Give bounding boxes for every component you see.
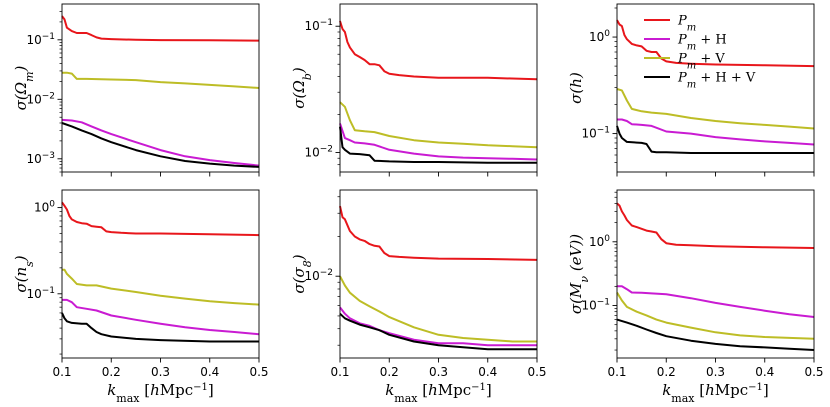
series-line-p-m-h — [62, 298, 260, 336]
y-axis-label: σ(ns) — [12, 255, 36, 292]
x-tick-label: 0.2 — [380, 365, 399, 379]
legend-label: Pm + H — [677, 33, 727, 53]
y-axis-label: σ(σ8) — [290, 254, 314, 293]
panel-6: 100 10−1 0.1 0.2 0.3 0.4 0.5 σ(Mν (eV)) kmax [hM… — [567, 189, 824, 405]
axes-frame — [339, 189, 538, 359]
y-tick-label: 10−1 — [581, 298, 610, 313]
series-line-p-m-h-v — [61, 312, 259, 343]
x-tick-label: 0.3 — [706, 365, 725, 379]
series-line-p-m-h-v — [616, 318, 815, 351]
panel-3: 100 10−1 σ(h) — [567, 3, 815, 177]
series-line-p-m-v — [62, 71, 260, 89]
y-tick-label: 10−3 — [26, 151, 55, 166]
y-tick-label: 10−2 — [26, 91, 55, 106]
legend-label: Pm + V — [677, 52, 725, 72]
panel-5: 10−2 0.1 0.2 0.3 0.4 0.5 σ(σ8) kmax [hMpc−1] — [290, 189, 547, 405]
y-tick-label: 100 — [589, 29, 610, 44]
series-line-p-m-v — [616, 291, 815, 340]
legend-label: Pm — [677, 14, 696, 34]
legend-label: Pm + H + V — [677, 71, 756, 91]
series-line-p-m — [616, 202, 815, 249]
x-axis-label: kmax [hMpc−1] — [662, 381, 769, 405]
series-line-p-m-h-v — [61, 122, 260, 168]
series-line-p-m — [61, 15, 260, 42]
x-axis-label: kmax [hMpc−1] — [385, 381, 492, 405]
x-tick-label: 0.5 — [527, 365, 546, 379]
axes-frame — [616, 3, 815, 173]
series-line-p-m-h — [339, 123, 538, 161]
series-line-p-m-h-v — [616, 125, 814, 154]
y-tick-label: 100 — [589, 234, 610, 249]
x-tick-label: 0.4 — [200, 365, 219, 379]
y-tick-label: 10−2 — [304, 268, 333, 283]
y-tick-label: 10−1 — [304, 18, 333, 33]
y-axis-label: σ(Ωb) — [290, 67, 314, 109]
series-line-p-m — [616, 19, 815, 68]
y-tick-label: 10−2 — [304, 144, 333, 159]
panel-2: 10−1 10−2 σ(Ωb) — [290, 3, 538, 177]
series-line-p-m-v — [616, 88, 815, 130]
x-tick-label: 0.3 — [151, 365, 170, 379]
panel-1: 10−1 10−2 10−3 σ(Ωm) — [12, 3, 260, 177]
x-tick-label: 0.4 — [755, 365, 774, 379]
y-axis-label: σ(Ωm) — [12, 65, 36, 110]
x-tick-label: 0.4 — [478, 365, 497, 379]
series-line-p-m-h-v — [339, 312, 537, 351]
series-line-p-m — [61, 201, 260, 237]
y-tick-label: 10−1 — [581, 126, 610, 141]
series-line-p-m-h — [617, 118, 815, 146]
series-line-p-m — [339, 205, 538, 261]
series-line-p-m-h — [61, 118, 260, 167]
axes-frame — [61, 189, 260, 359]
x-tick-label: 0.5 — [804, 365, 823, 379]
y-tick-label: 10−1 — [26, 286, 55, 301]
y-axis-label: σ(h) — [567, 72, 585, 104]
series-line-p-m-v — [339, 275, 537, 343]
y-tick-label: 100 — [34, 200, 55, 215]
x-tick-label: 0.1 — [607, 365, 626, 379]
series-line-p-m-v — [339, 101, 538, 149]
x-tick-label: 0.5 — [249, 365, 268, 379]
series-line-p-m-h-v — [339, 126, 537, 164]
x-tick-label: 0.3 — [429, 365, 448, 379]
series-line-p-m-h — [617, 285, 815, 318]
panel-4: 100 10−1 0.1 0.2 0.3 0.4 0.5 σ(ns) kmax [hMpc−1] — [12, 189, 269, 405]
y-axis-label: σ(Mν (eV)) — [567, 234, 591, 314]
series-line-p-m-v — [62, 268, 260, 306]
x-tick-label: 0.1 — [330, 365, 349, 379]
x-axis-label: kmax [hMpc−1] — [107, 381, 214, 405]
x-tick-label: 0.2 — [102, 365, 121, 379]
series-line-p-m-h — [339, 306, 537, 347]
series-line-p-m — [339, 20, 538, 81]
x-tick-label: 0.1 — [52, 365, 71, 379]
y-tick-label: 10−1 — [26, 32, 55, 47]
x-tick-label: 0.2 — [657, 365, 676, 379]
axes-frame — [61, 3, 260, 173]
